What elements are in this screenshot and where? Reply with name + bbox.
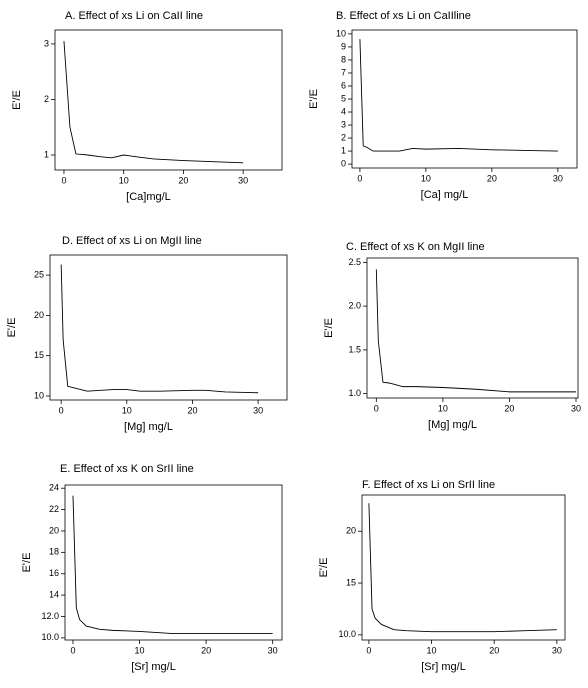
y-tick-label: 12.0 — [41, 611, 59, 621]
y-tick-label: 1.0 — [348, 388, 361, 398]
x-tick-label: 10 — [438, 403, 448, 413]
x-tick-label: 30 — [238, 175, 248, 185]
x-tick-label: 10 — [427, 645, 437, 655]
x-tick-label: 10 — [421, 173, 431, 183]
data-line — [375, 269, 577, 393]
y-tick-label: 7 — [341, 67, 346, 77]
y-tick-label: 20 — [34, 310, 44, 320]
y-tick-label: 2.5 — [348, 257, 361, 267]
y-tick-label: 5 — [341, 93, 346, 103]
x-tick-label: 20 — [201, 645, 211, 655]
y-tick-label: 9 — [341, 41, 346, 51]
x-tick-label: 20 — [487, 173, 497, 183]
x-tick-label: 0 — [59, 405, 64, 415]
x-tick-label: 0 — [61, 175, 66, 185]
x-tick-label: 30 — [268, 645, 278, 655]
x-tick-label: 20 — [489, 645, 499, 655]
x-tick-label: 0 — [366, 645, 371, 655]
y-tick-label: 24 — [49, 483, 59, 493]
data-line — [72, 495, 273, 635]
chart-title: C. Effect of xs K on MgII line — [346, 241, 485, 253]
chart-title: E. Effect of xs K on SrII line — [60, 463, 194, 475]
y-tick-label: 2 — [44, 94, 49, 104]
y-tick-label: 10 — [336, 28, 346, 38]
y-tick-label: 25 — [34, 270, 44, 280]
plot-frame — [54, 29, 283, 171]
y-tick-label: 10 — [34, 390, 44, 400]
data-line — [60, 264, 259, 394]
y-tick-label: 18 — [49, 547, 59, 557]
y-axis-label: E'/E — [308, 89, 320, 109]
x-tick-label: 0 — [357, 173, 362, 183]
plot-frame — [64, 484, 283, 641]
x-tick-label: 20 — [178, 175, 188, 185]
y-tick-label: 15 — [34, 350, 44, 360]
y-tick-label: 20 — [346, 526, 356, 536]
x-tick-label: 20 — [187, 405, 197, 415]
y-tick-label: 2.0 — [348, 301, 361, 311]
x-tick-label: 0 — [374, 403, 379, 413]
y-tick-label: 20 — [49, 525, 59, 535]
y-axis-label: E'/E — [318, 558, 330, 578]
x-axis-label: [Sr] mg/L — [421, 661, 466, 673]
y-tick-label: 10.0 — [41, 632, 59, 642]
x-tick-label: 30 — [571, 403, 581, 413]
y-tick-label: 1.5 — [348, 344, 361, 354]
plot-frame — [366, 257, 579, 399]
chart-title: A. Effect of xs Li on CaII line — [65, 10, 203, 22]
chart-title: D. Effect of xs Li on MgII line — [62, 235, 202, 247]
x-tick-label: 10 — [119, 175, 129, 185]
y-axis-label: E'/E — [6, 318, 18, 338]
x-tick-label: 20 — [504, 403, 514, 413]
x-axis-label: [Sr] mg/L — [131, 661, 176, 673]
chart-title: F. Effect of xs Li on SrII line — [362, 479, 495, 491]
y-tick-label: 3 — [341, 119, 346, 129]
y-axis-label: E'/E — [323, 318, 335, 338]
plot-frame — [351, 29, 578, 169]
y-tick-label: 10.0 — [338, 629, 356, 639]
x-tick-label: 10 — [135, 645, 145, 655]
x-tick-label: 30 — [552, 645, 562, 655]
plot-frame — [361, 494, 566, 641]
x-tick-label: 30 — [553, 173, 563, 183]
y-tick-label: 2 — [341, 132, 346, 142]
y-tick-label: 14 — [49, 589, 59, 599]
y-axis-label: E'/E — [21, 553, 33, 573]
y-tick-label: 15 — [346, 577, 356, 587]
data-line — [368, 503, 557, 633]
y-tick-label: 1 — [44, 149, 49, 159]
x-tick-label: 10 — [122, 405, 132, 415]
x-tick-label: 0 — [70, 645, 75, 655]
y-tick-label: 4 — [341, 106, 346, 116]
y-tick-label: 0 — [341, 158, 346, 168]
x-axis-label: [Mg] mg/L — [124, 421, 173, 433]
y-tick-label: 6 — [341, 80, 346, 90]
y-tick-label: 22 — [49, 504, 59, 514]
x-axis-label: [Ca] mg/L — [421, 189, 469, 201]
x-axis-label: [Ca]mg/L — [126, 191, 171, 203]
y-tick-label: 8 — [341, 54, 346, 64]
chart-title: B. Effect of xs Li on CaIIline — [336, 10, 471, 22]
x-axis-label: [Mg] mg/L — [428, 419, 477, 431]
y-tick-label: 16 — [49, 568, 59, 578]
data-line — [63, 41, 244, 164]
y-tick-label: 1 — [341, 145, 346, 155]
y-axis-label: E'/E — [11, 90, 23, 110]
y-tick-label: 3 — [44, 38, 49, 48]
data-line — [359, 39, 558, 152]
x-tick-label: 30 — [253, 405, 263, 415]
plot-frame — [49, 254, 288, 401]
